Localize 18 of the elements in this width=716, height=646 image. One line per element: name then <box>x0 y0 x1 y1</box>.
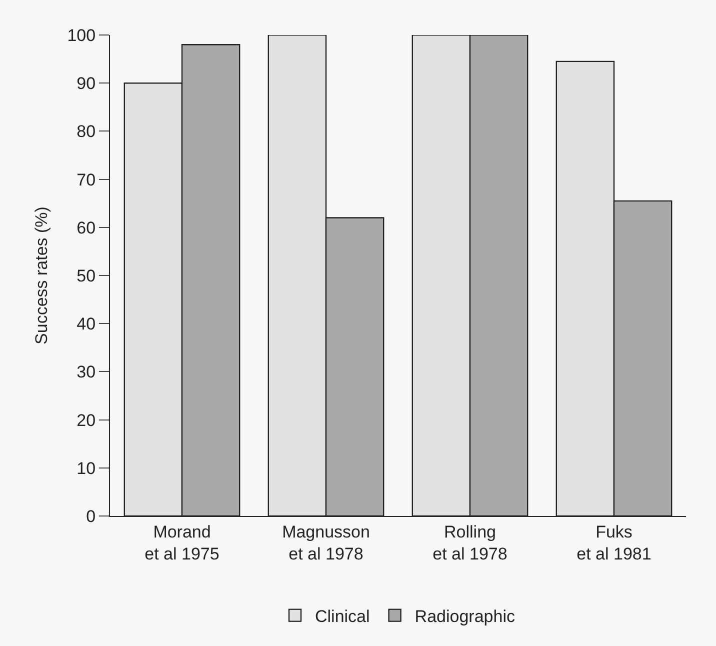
y-tick-label: 70 <box>76 170 96 190</box>
y-tick-label: 100 <box>67 26 96 45</box>
y-tick-label: 90 <box>76 74 96 94</box>
y-tick-label: 0 <box>86 506 96 526</box>
y-tick-label: 20 <box>76 410 96 430</box>
y-tick-label: 40 <box>76 314 96 334</box>
y-tick-label: 10 <box>76 458 96 478</box>
x-tick-label: Rolling et al 1978 <box>432 522 508 564</box>
y-tick-label: 50 <box>76 266 96 286</box>
x-tick-label: Morand et al 1975 <box>144 522 220 564</box>
y-tick-label: 60 <box>76 218 96 238</box>
legend-label: Clinical <box>315 606 370 626</box>
x-tick-label: Fuks et al 1981 <box>576 522 652 564</box>
y-axis-title: Success rates (%) <box>32 206 51 344</box>
legend-label: Radiographic <box>414 606 516 626</box>
x-tick-label: Magnusson et al 1978 <box>282 522 370 564</box>
y-tick-label: 80 <box>76 122 96 142</box>
y-tick-label: 30 <box>76 362 96 382</box>
